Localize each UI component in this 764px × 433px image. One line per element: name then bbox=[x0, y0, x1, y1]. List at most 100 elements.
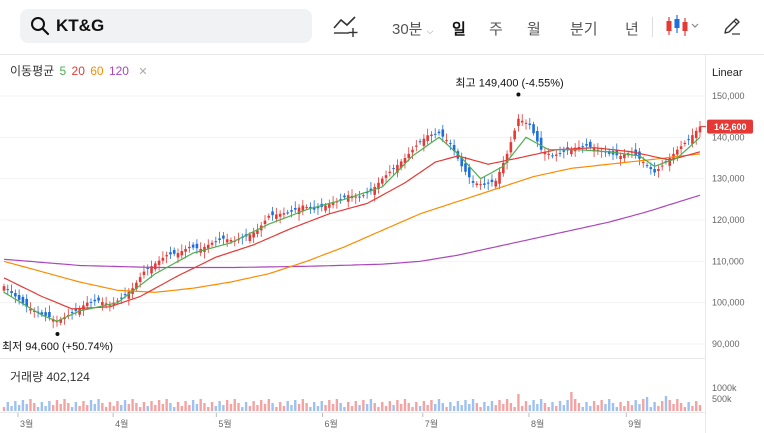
volume-bar bbox=[320, 401, 323, 411]
candle-body bbox=[589, 141, 592, 147]
tab-day[interactable]: 일 bbox=[452, 21, 466, 38]
candle-body bbox=[660, 165, 664, 167]
volume-bar bbox=[350, 406, 354, 411]
candle-body bbox=[581, 146, 585, 148]
volume-bar bbox=[668, 400, 671, 411]
candle-body bbox=[290, 210, 293, 212]
volume-bar bbox=[615, 407, 618, 411]
close-icon[interactable]: ✕ bbox=[138, 66, 148, 78]
volume-bar bbox=[381, 402, 384, 411]
tab-quarter[interactable]: 분기 bbox=[570, 21, 598, 38]
volume-bar bbox=[653, 402, 656, 411]
volume-bar bbox=[539, 399, 543, 411]
volume-bar bbox=[517, 394, 520, 411]
volume-bar bbox=[210, 402, 214, 411]
candle-body bbox=[229, 239, 233, 242]
candle-body bbox=[509, 142, 513, 153]
scale-toggle[interactable]: Linear bbox=[712, 67, 743, 79]
legend-title: 이동평균 bbox=[10, 64, 55, 78]
candle-body bbox=[585, 144, 588, 146]
candle-body bbox=[97, 297, 100, 301]
volume-bar bbox=[271, 403, 274, 411]
candle-body bbox=[316, 206, 320, 209]
candle-body bbox=[252, 232, 255, 238]
candle-body bbox=[687, 139, 690, 141]
candle-body bbox=[127, 291, 131, 299]
candlestick-type-icon[interactable] bbox=[665, 14, 701, 38]
candle-body bbox=[354, 196, 358, 198]
volume-bar bbox=[127, 404, 131, 411]
volume-bar bbox=[339, 403, 342, 411]
current-price-badge bbox=[707, 119, 753, 134]
candle-body bbox=[10, 291, 13, 294]
moving-average-legend[interactable]: 이동평균 5 20 60 120 ✕ bbox=[10, 62, 150, 79]
volume-bar bbox=[634, 400, 637, 411]
volume-bar bbox=[437, 399, 441, 411]
volume-bar bbox=[623, 406, 626, 411]
candle-body bbox=[607, 151, 611, 154]
volume-bar bbox=[86, 405, 89, 411]
volume-bar bbox=[93, 404, 96, 411]
volume-bar bbox=[294, 400, 297, 411]
candle-body bbox=[649, 167, 653, 170]
volume-bar bbox=[449, 402, 452, 411]
volume-bar bbox=[282, 406, 286, 411]
drawing-tool-icon[interactable] bbox=[333, 14, 359, 38]
volume-bar bbox=[577, 403, 581, 411]
volume-bar bbox=[521, 406, 524, 411]
candle-body bbox=[267, 215, 271, 218]
search-input[interactable]: KT&G bbox=[56, 16, 105, 35]
volume-bar bbox=[362, 400, 365, 411]
candle-body bbox=[543, 151, 547, 155]
volume-bar bbox=[676, 399, 679, 411]
candle-body bbox=[513, 130, 516, 140]
candle-body bbox=[437, 131, 441, 134]
candle-body bbox=[305, 206, 308, 208]
candle-body bbox=[157, 260, 161, 265]
candle-body bbox=[101, 301, 104, 306]
candle-body bbox=[645, 165, 649, 167]
volume-bar bbox=[161, 404, 165, 411]
legend-ma5: 5 bbox=[59, 64, 67, 78]
candle-body bbox=[222, 235, 225, 239]
candle-body bbox=[415, 145, 418, 147]
volume-tick-label: 500k bbox=[712, 394, 732, 404]
chevron-down-icon: ⌵ bbox=[426, 26, 434, 36]
candle-body bbox=[490, 179, 494, 183]
y-tick-label: 150,000 bbox=[712, 91, 745, 101]
volume-bar bbox=[642, 399, 645, 411]
candle-body bbox=[218, 238, 221, 240]
candle-body bbox=[433, 133, 437, 135]
volume-bar bbox=[55, 400, 59, 411]
volume-bar bbox=[354, 401, 357, 411]
candle-body bbox=[328, 204, 331, 208]
candle-body bbox=[85, 302, 89, 307]
candle-body bbox=[293, 208, 297, 210]
ma5-line bbox=[3, 136, 701, 322]
volume-bar bbox=[51, 405, 55, 411]
volume-bar bbox=[399, 404, 403, 411]
volume-bar bbox=[82, 401, 85, 411]
volume-bar bbox=[316, 406, 320, 411]
tab-year[interactable]: 년 bbox=[625, 21, 639, 38]
search-box[interactable]: KT&G bbox=[20, 9, 312, 43]
candle-body bbox=[135, 282, 138, 289]
pencil-icon[interactable] bbox=[722, 16, 742, 36]
volume-bar bbox=[415, 402, 418, 411]
x-tick-label: 7월 bbox=[425, 418, 438, 429]
volume-bar bbox=[6, 402, 9, 411]
low-annotation: 최저 94,600 (+50.74%) bbox=[2, 340, 113, 353]
volume-bar bbox=[490, 401, 494, 411]
tab-month[interactable]: 월 bbox=[527, 21, 541, 38]
tab-week[interactable]: 주 bbox=[489, 21, 503, 38]
interval-select[interactable]: 30분 ⌵ bbox=[392, 18, 434, 39]
candle-body bbox=[505, 153, 509, 163]
candle-body bbox=[399, 161, 403, 168]
candle-body bbox=[418, 141, 422, 143]
volume-bar bbox=[513, 407, 516, 411]
candle-body bbox=[396, 164, 399, 173]
interval-label: 30분 bbox=[392, 21, 423, 38]
volume-bar bbox=[256, 405, 259, 411]
candle-body bbox=[384, 175, 388, 178]
